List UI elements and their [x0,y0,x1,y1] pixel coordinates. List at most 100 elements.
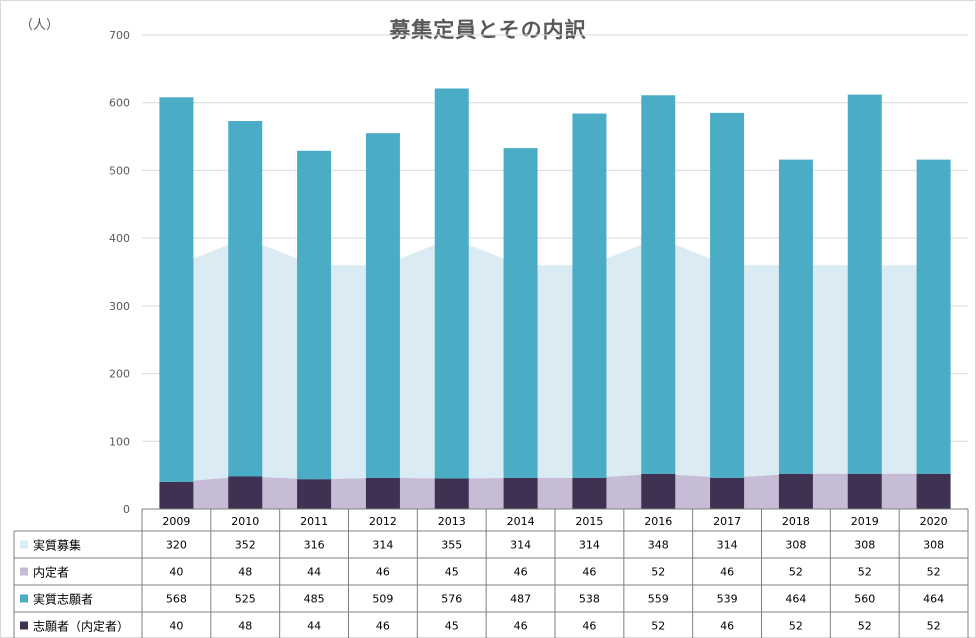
bar-shiganshia-naiteisha [710,477,745,509]
x-tick-label: 2013 [438,515,466,528]
bar-jisshitsu-shiganshia [434,88,469,479]
x-tick-label: 2020 [920,515,948,528]
data-label: 46 [376,566,390,579]
legend-key [20,540,28,549]
data-label: 52 [927,620,941,633]
x-tick-label: 2018 [782,515,810,528]
data-label: 314 [510,539,531,552]
data-label: 48 [238,566,252,579]
data-label: 509 [372,593,393,606]
data-label: 40 [169,566,183,579]
x-tick-label: 2019 [851,515,879,528]
x-tick-label: 2017 [713,515,741,528]
data-label: 314 [717,539,738,552]
data-label: 46 [582,620,596,633]
data-label: 52 [858,566,872,579]
data-label: 46 [720,566,734,579]
area-series-naiteisha [176,473,934,509]
bar-shiganshia-naiteisha [365,477,400,509]
data-label: 44 [307,566,321,579]
data-label: 52 [858,620,872,633]
legend-label: 内定者 [33,565,69,580]
bar-jisshitsu-shiganshia [159,97,194,482]
data-label: 52 [651,620,665,633]
data-label: 52 [789,566,803,579]
x-tick-label: 2009 [162,515,190,528]
data-label: 46 [376,620,390,633]
bar-jisshitsu-shiganshia [641,95,676,474]
y-axis-unit-label: （人） [20,18,60,33]
data-label: 52 [651,566,665,579]
data-label: 348 [648,539,669,552]
bar-jisshitsu-shiganshia [710,112,745,478]
bar-jisshitsu-shiganshia [847,94,882,474]
data-label: 316 [304,539,325,552]
legend-key [20,594,28,603]
data-label: 46 [514,620,528,633]
data-label: 320 [166,539,187,552]
bar-jisshitsu-shiganshia [778,159,813,474]
chart-title: 募集定員とその内訳 [389,18,587,42]
data-label: 45 [445,620,459,633]
area-series-jisshitsu-boshu [176,238,934,482]
y-tick-label: 100 [109,435,130,448]
bar-jisshitsu-shiganshia [572,113,607,478]
bar-shiganshia-naiteisha [297,479,332,509]
data-label: 464 [785,593,806,606]
data-label: 568 [166,593,187,606]
data-label: 46 [720,620,734,633]
data-label: 40 [169,620,183,633]
bar-shiganshia-naiteisha [159,481,194,509]
data-label: 576 [441,593,462,606]
y-tick-label: 400 [109,232,130,245]
data-label: 560 [854,593,875,606]
legend-label: 志願者（内定者） [33,619,129,634]
x-tick-label: 2012 [369,515,397,528]
data-label: 45 [445,566,459,579]
bar-jisshitsu-shiganshia [503,148,538,478]
data-label: 487 [510,593,531,606]
data-label: 464 [923,593,944,606]
data-label: 308 [854,539,875,552]
y-tick-label: 600 [109,97,130,110]
y-tick-label: 0 [123,503,130,516]
y-tick-label: 700 [109,29,130,42]
data-label: 46 [514,566,528,579]
data-label: 52 [927,566,941,579]
data-label: 525 [235,593,256,606]
legend-key [20,567,28,576]
x-tick-label: 2011 [300,515,328,528]
data-label: 539 [717,593,738,606]
bar-shiganshia-naiteisha [847,473,882,509]
data-label: 485 [304,593,325,606]
bar-shiganshia-naiteisha [778,473,813,509]
bar-jisshitsu-shiganshia [365,133,400,478]
data-label: 48 [238,620,252,633]
y-tick-label: 300 [109,300,130,313]
y-tick-label: 200 [109,368,130,381]
data-label: 46 [582,566,596,579]
data-label: 352 [235,539,256,552]
bar-shiganshia-naiteisha [572,477,607,509]
legend-label: 実質志願者 [33,592,93,607]
x-tick-label: 2016 [644,515,672,528]
data-label: 308 [923,539,944,552]
data-label: 538 [579,593,600,606]
legend-label: 実質募集 [33,538,81,553]
data-label: 52 [789,620,803,633]
data-label: 314 [372,539,393,552]
data-label: 355 [441,539,462,552]
y-tick-label: 500 [109,164,130,177]
bar-jisshitsu-shiganshia [916,159,951,474]
x-tick-label: 2015 [575,515,603,528]
x-tick-label: 2014 [507,515,535,528]
data-label: 44 [307,620,321,633]
bar-shiganshia-naiteisha [434,478,469,509]
data-label: 314 [579,539,600,552]
data-label: 559 [648,593,669,606]
bar-jisshitsu-shiganshia [297,150,332,480]
x-tick-label: 2010 [231,515,259,528]
legend-key [20,621,28,630]
bar-jisshitsu-shiganshia [228,120,263,477]
